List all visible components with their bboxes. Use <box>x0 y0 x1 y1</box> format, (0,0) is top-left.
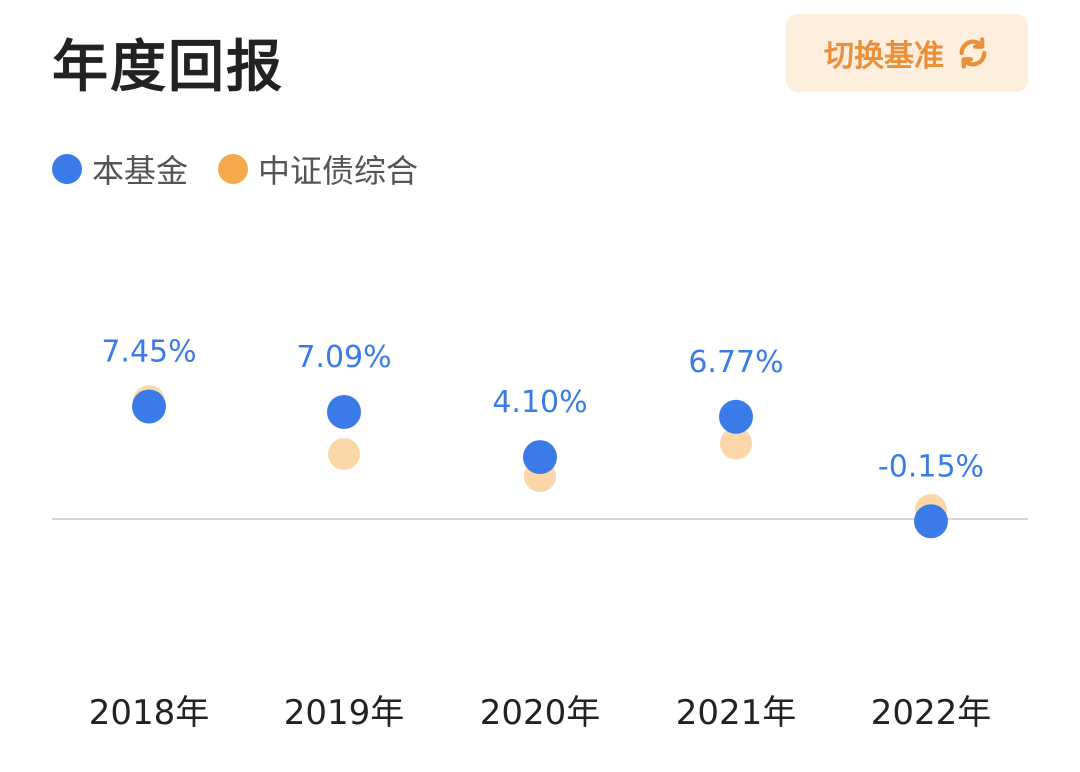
benchmark-point <box>328 438 360 471</box>
fund-value-label: 7.09% <box>296 340 391 375</box>
fund-point <box>719 399 753 434</box>
legend-item-benchmark: 中证债综合 <box>218 146 418 192</box>
refresh-icon <box>956 36 990 70</box>
fund-value-label: -0.15% <box>878 449 984 484</box>
x-tick-label: 2022年 <box>871 693 992 733</box>
fund-point <box>132 389 166 424</box>
x-tick-label: 2018年 <box>89 693 210 733</box>
fund-value-label: 6.77% <box>688 345 783 380</box>
legend-dot-benchmark <box>218 154 249 184</box>
chart-legend: 本基金 中证债综合 <box>52 146 448 192</box>
legend-label-benchmark: 中证债综合 <box>258 152 419 190</box>
x-tick-label: 2019年 <box>284 693 405 733</box>
x-tick-label: 2020年 <box>480 693 601 733</box>
switch-benchmark-button[interactable]: 切换基准 <box>786 14 1028 92</box>
legend-label-fund: 本基金 <box>92 152 189 190</box>
legend-dot-fund <box>52 154 82 184</box>
fund-value-label: 7.45% <box>101 335 196 370</box>
switch-benchmark-label: 切换基准 <box>824 39 944 74</box>
legend-item-fund: 本基金 <box>52 146 188 192</box>
benchmark-point <box>720 427 752 460</box>
fund-point <box>327 394 361 429</box>
fund-point <box>523 440 557 475</box>
page-title: 年度回报 <box>52 35 284 100</box>
fund-value-label: 4.10% <box>492 385 587 420</box>
x-tick-label: 2021年 <box>676 693 797 733</box>
fund-point <box>914 504 948 539</box>
